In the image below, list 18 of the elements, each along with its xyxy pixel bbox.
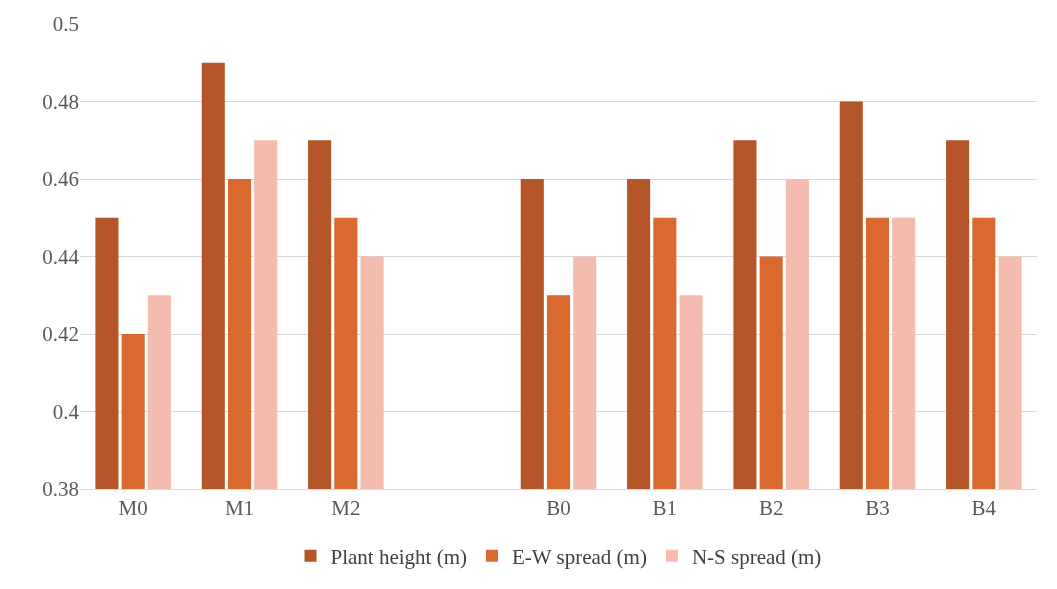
x-tick-label: B0 bbox=[546, 496, 571, 521]
y-tick-label: 0.5 bbox=[52, 12, 79, 37]
legend-label: E-W spread (m) bbox=[511, 544, 647, 569]
y-tick-label: 0.4 bbox=[52, 399, 80, 424]
legend-label: N-S spread (m) bbox=[691, 544, 822, 569]
y-tick-label: 0.46 bbox=[42, 167, 79, 192]
y-tick-label: 0.48 bbox=[42, 89, 79, 114]
x-tick-label: B1 bbox=[652, 496, 678, 521]
x-tick-label: B3 bbox=[865, 496, 890, 521]
x-tick-label: B2 bbox=[758, 496, 784, 521]
y-tick-label: 0.44 bbox=[42, 244, 80, 269]
legend-label: Plant height (m) bbox=[330, 544, 467, 569]
x-tick-label: M1 bbox=[224, 496, 255, 521]
x-tick-label: M0 bbox=[118, 496, 148, 521]
y-tick-label: 0.38 bbox=[42, 477, 79, 502]
x-tick-label: B4 bbox=[971, 496, 997, 521]
y-tick-label: 0.42 bbox=[42, 322, 79, 347]
x-tick-label: M2 bbox=[331, 496, 361, 521]
